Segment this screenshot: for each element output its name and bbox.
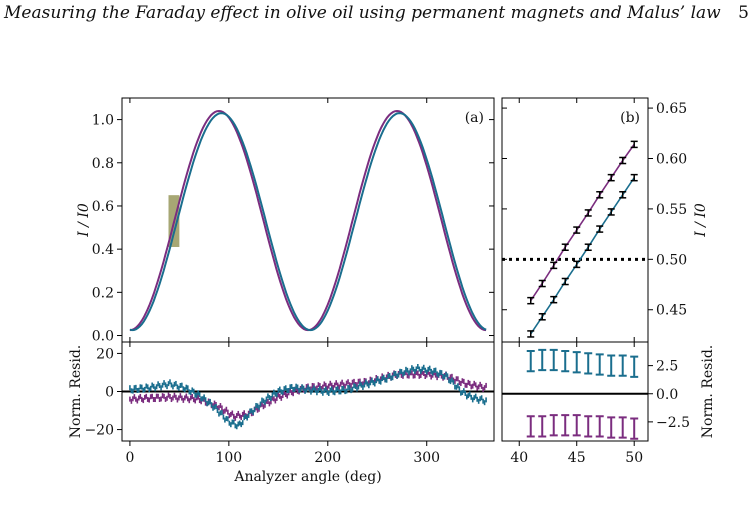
y-tick-label: 0.55 bbox=[656, 202, 687, 218]
y-axis-label: Norm. Resid. bbox=[68, 345, 84, 438]
y-tick-label: 20 bbox=[96, 346, 114, 362]
running-title: Measuring the Faraday effect in olive oi… bbox=[4, 3, 721, 23]
x-tick-label: 0 bbox=[125, 450, 134, 466]
y-tick-label: −2.5 bbox=[656, 415, 690, 431]
x-axis-label: Analyzer angle (deg) bbox=[233, 469, 381, 485]
y-tick-label: 0.2 bbox=[92, 285, 114, 301]
page-number: 5 bbox=[738, 3, 749, 23]
y-tick-label: 1.0 bbox=[92, 113, 114, 129]
y-tick-label: −20 bbox=[84, 423, 114, 439]
y-tick-label: 0.8 bbox=[92, 156, 114, 172]
y-tick-label: 0.6 bbox=[92, 199, 114, 215]
panel-b-frame bbox=[501, 97, 649, 343]
x-tick-label: 100 bbox=[215, 450, 242, 466]
x-tick-label: 40 bbox=[510, 450, 528, 466]
fit-line-series-1 bbox=[530, 143, 635, 302]
y-tick-label: 0.50 bbox=[656, 252, 687, 268]
panel-b-residuals-frame bbox=[501, 341, 649, 442]
y-axis-label: I / I0 bbox=[693, 203, 709, 238]
y-tick-label: 2.5 bbox=[656, 359, 678, 375]
y-tick-label: 0.60 bbox=[656, 151, 687, 167]
fit-curve-series-1 bbox=[129, 109, 487, 332]
y-tick-label: 0.0 bbox=[92, 329, 114, 345]
panel-label-a: (a) bbox=[465, 110, 484, 126]
x-tick-label: 200 bbox=[314, 450, 341, 466]
panel-a-main: 0.0 0.2 0.4 0.6 0.8 1.0 (a) I / I0 bbox=[76, 97, 495, 345]
y-axis-label: I / I0 bbox=[76, 203, 92, 238]
y-tick-label: 0 bbox=[105, 385, 114, 401]
running-header: Measuring the Faraday effect in olive oi… bbox=[4, 3, 749, 23]
y-axis-label: Norm. Resid. bbox=[700, 345, 716, 438]
y-tick-label: 0.0 bbox=[656, 387, 678, 403]
fit-curve-series-2 bbox=[129, 112, 487, 332]
y-tick-label: 0.45 bbox=[656, 303, 687, 319]
panel-label-b: (b) bbox=[620, 110, 640, 126]
x-tick-label: 50 bbox=[625, 450, 643, 466]
y-tick-label: 0.4 bbox=[92, 242, 114, 258]
x-tick-label: 45 bbox=[568, 450, 586, 466]
panel-b-residuals: −2.5 0.0 2.5 40 45 50 Norm. Resid. bbox=[501, 341, 716, 466]
x-tick-label: 300 bbox=[413, 450, 440, 466]
fit-line-series-2 bbox=[530, 177, 635, 335]
y-tick-label: 0.65 bbox=[656, 101, 687, 117]
panel-b-main: 0.45 0.50 0.55 0.60 0.65 (b) I / I0 bbox=[501, 97, 709, 343]
